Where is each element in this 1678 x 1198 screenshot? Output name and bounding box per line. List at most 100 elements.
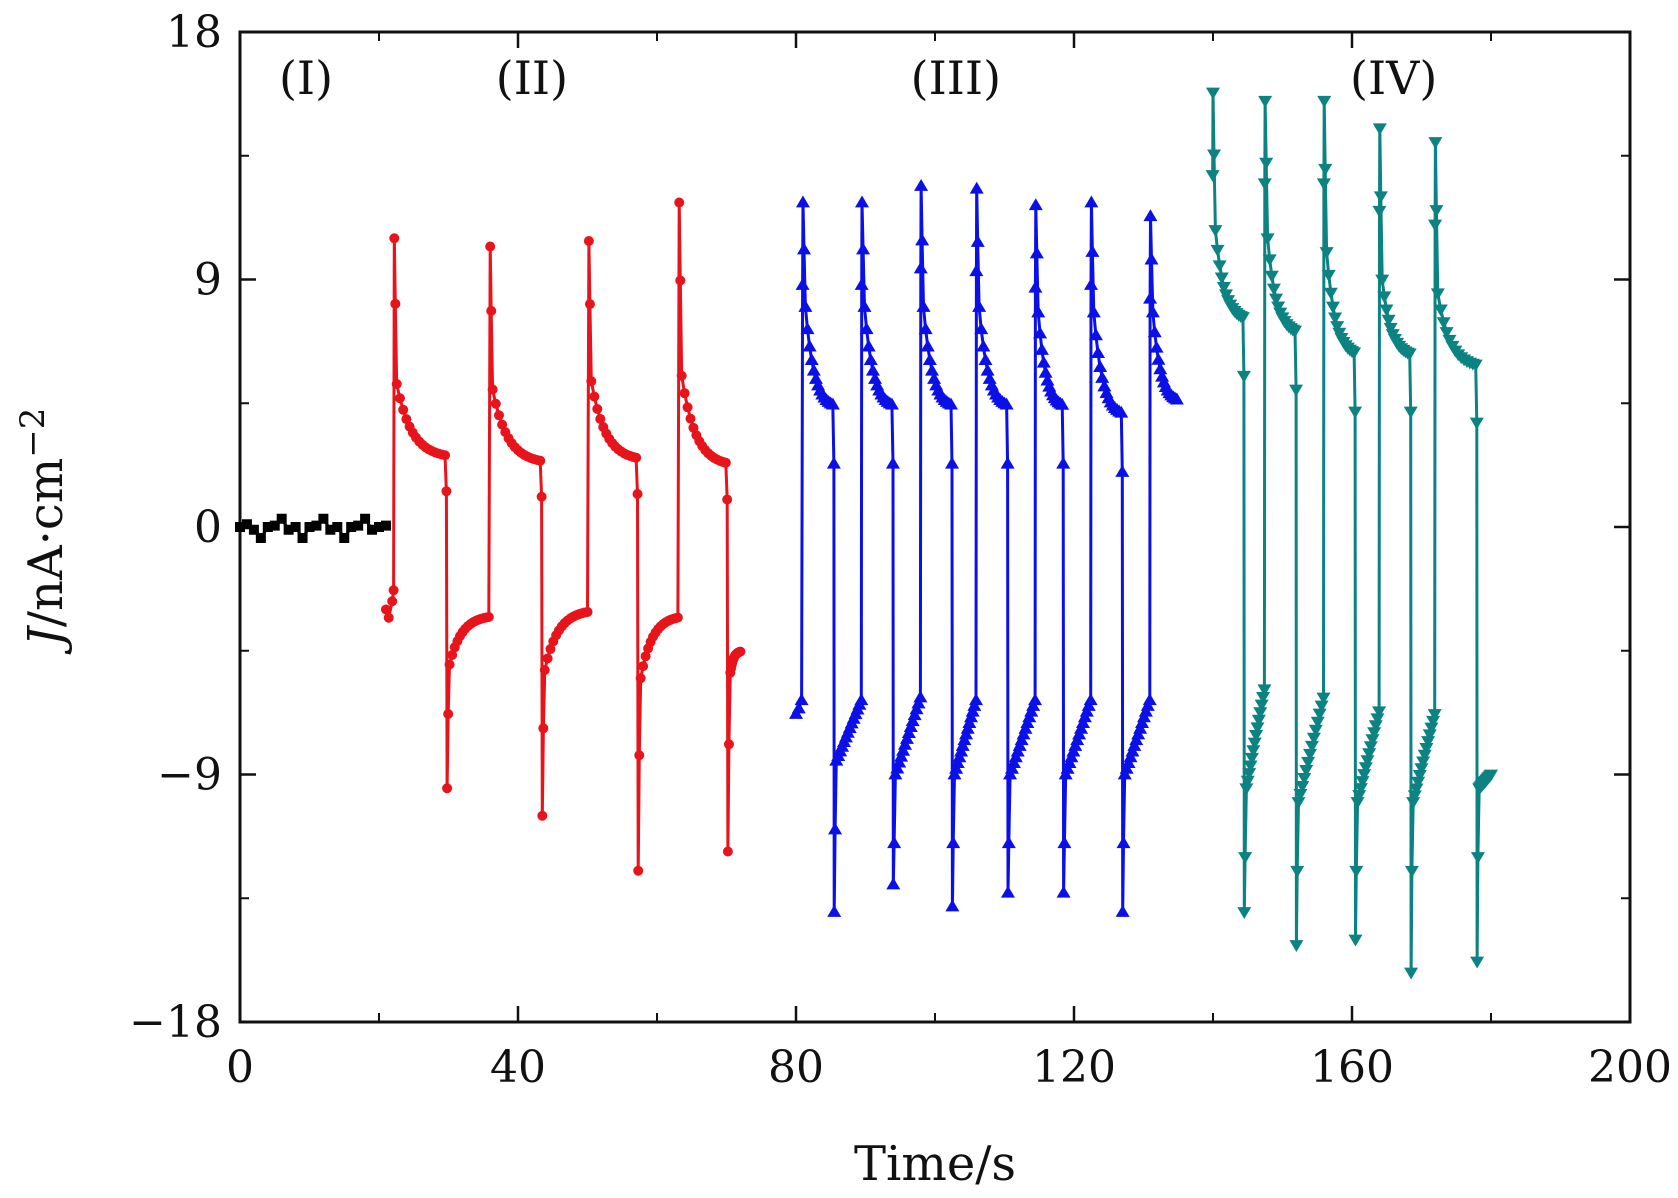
data-point: [945, 899, 960, 912]
data-point: [1439, 327, 1454, 340]
data-point: [685, 413, 696, 424]
data-point: [1362, 748, 1377, 761]
data-point: [441, 486, 452, 497]
series-2: [380, 197, 746, 876]
data-point: [1372, 706, 1387, 719]
data-point: [1426, 715, 1441, 728]
series-3: [789, 179, 1184, 917]
y-axis-title-symbol: J: [18, 624, 74, 655]
data-point: [976, 339, 991, 352]
data-point: [913, 690, 928, 703]
data-point: [1355, 776, 1370, 789]
data-point: [1348, 406, 1363, 419]
data-point: [1029, 246, 1044, 259]
data-point: [1417, 749, 1432, 762]
data-point: [827, 905, 842, 917]
data-point: [1357, 769, 1372, 782]
data-point: [1142, 693, 1157, 706]
data-point: [1430, 288, 1445, 301]
data-point: [1031, 305, 1046, 318]
data-point: [1469, 417, 1484, 430]
data-point: [1000, 885, 1015, 898]
data-point: [1147, 325, 1162, 338]
data-point: [1151, 352, 1166, 365]
data-point: [1349, 865, 1364, 878]
data-point: [1406, 797, 1421, 809]
data-point: [1028, 198, 1043, 211]
data-point: [674, 197, 685, 208]
data-point: [1262, 254, 1277, 267]
data-point: [383, 612, 394, 623]
data-point: [398, 404, 409, 415]
data-point: [916, 300, 931, 312]
data-point: [1264, 270, 1279, 283]
data-point: [722, 846, 733, 857]
data-point: [1377, 291, 1392, 304]
data-point: [885, 456, 900, 469]
data-point: [367, 524, 378, 535]
data-point: [679, 388, 690, 399]
data-point: [388, 585, 399, 596]
data-point: [1093, 360, 1108, 372]
data-point: [1363, 741, 1378, 754]
data-point: [401, 414, 412, 425]
data-point: [1057, 836, 1072, 849]
data-point: [493, 410, 504, 421]
data-point: [634, 750, 645, 761]
data-point: [1306, 732, 1321, 745]
data-point: [1260, 233, 1275, 246]
data-point: [1114, 405, 1129, 418]
data-point: [1319, 247, 1334, 259]
data-point: [1269, 293, 1284, 306]
data-point: [632, 489, 643, 499]
data-point: [1433, 304, 1448, 317]
data-point: [857, 300, 872, 312]
data-point: [978, 353, 993, 366]
y-tick-label: −18: [129, 997, 222, 1048]
data-point: [1314, 700, 1329, 713]
data-point: [1085, 245, 1100, 257]
data-point: [1360, 755, 1375, 768]
data-point: [1256, 691, 1271, 704]
data-point: [920, 339, 935, 352]
data-point: [798, 300, 813, 312]
data-point: [1239, 783, 1254, 796]
series-1: [235, 513, 391, 543]
data-point: [1318, 163, 1333, 176]
labels-layer: (I) (II) (III) (IV): [279, 51, 1437, 105]
data-point: [1416, 756, 1431, 769]
data-point: [1308, 724, 1323, 737]
data-point: [859, 322, 874, 335]
data-point: [795, 278, 810, 290]
y-axis-title: J/nA·cm−2: [13, 408, 74, 656]
data-point: [1028, 693, 1043, 706]
data-point: [1091, 346, 1106, 359]
data-point: [1242, 768, 1257, 781]
data-point: [535, 455, 546, 466]
data-point: [283, 524, 294, 535]
data-point: [1421, 736, 1436, 749]
data-point: [1288, 325, 1303, 338]
data-point: [915, 233, 930, 246]
data-point: [538, 723, 549, 734]
data-point: [1379, 304, 1394, 317]
data-point: [1412, 770, 1427, 782]
data-point: [631, 452, 642, 463]
data-point: [887, 836, 902, 849]
data-point: [584, 299, 595, 310]
data-point: [592, 403, 603, 414]
data-point: [1323, 287, 1338, 300]
data-point: [1367, 727, 1382, 740]
data-point: [290, 522, 301, 532]
data-point: [865, 363, 880, 376]
data-point: [1365, 734, 1380, 747]
data-point: [490, 398, 501, 409]
data-point: [1407, 790, 1422, 803]
data-point: [1409, 783, 1424, 796]
data-point: [1210, 244, 1225, 257]
data-point: [1325, 301, 1340, 314]
region-label: (III): [911, 51, 1001, 105]
y-tick-label: 0: [194, 502, 222, 553]
series-line: [384, 201, 742, 873]
